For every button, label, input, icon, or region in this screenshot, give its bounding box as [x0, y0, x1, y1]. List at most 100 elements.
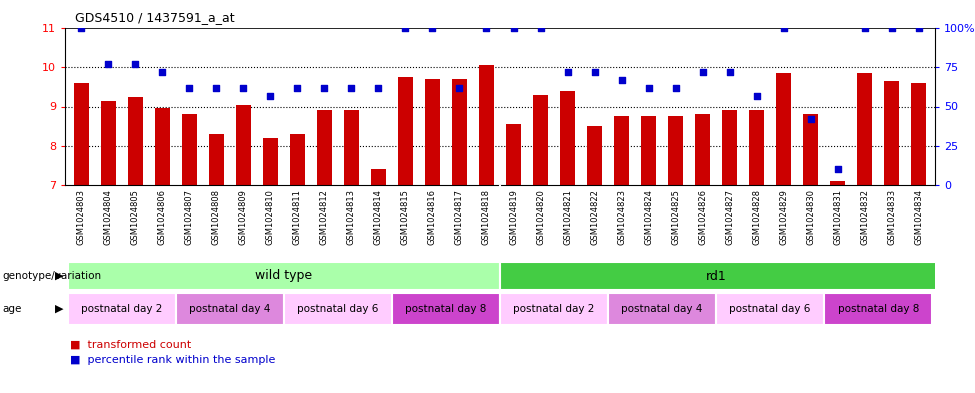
Bar	[533, 95, 548, 185]
Bar	[398, 77, 412, 185]
Bar	[749, 110, 764, 185]
Point	[398, 25, 413, 31]
Text: GSM1024807: GSM1024807	[185, 189, 194, 245]
Text: GSM1024809: GSM1024809	[239, 189, 248, 244]
Point	[830, 166, 845, 173]
Point	[560, 69, 575, 75]
Text: GSM1024815: GSM1024815	[401, 189, 410, 244]
Point	[776, 25, 792, 31]
Text: GSM1024831: GSM1024831	[834, 189, 842, 245]
Point	[749, 92, 764, 99]
Bar	[344, 110, 359, 185]
Bar	[155, 108, 170, 185]
Point	[343, 84, 359, 91]
Point	[370, 84, 386, 91]
Point	[209, 84, 224, 91]
Point	[668, 84, 683, 91]
Bar	[695, 114, 710, 185]
Bar	[67, 293, 176, 325]
Text: GSM1024825: GSM1024825	[671, 189, 681, 244]
Bar	[500, 262, 946, 290]
Bar	[425, 79, 440, 185]
Point	[506, 25, 522, 31]
Text: postnatal day 4: postnatal day 4	[189, 304, 270, 314]
Text: GSM1024814: GSM1024814	[374, 189, 383, 244]
Bar	[479, 65, 494, 185]
Point	[722, 69, 737, 75]
Point	[290, 84, 305, 91]
Bar	[500, 293, 608, 325]
Text: postnatal day 6: postnatal day 6	[729, 304, 811, 314]
Text: postnatal day 2: postnatal day 2	[514, 304, 595, 314]
Point	[425, 25, 441, 31]
Bar	[317, 110, 332, 185]
Bar	[284, 293, 392, 325]
Text: GSM1024827: GSM1024827	[725, 189, 734, 245]
Text: GSM1024820: GSM1024820	[536, 189, 545, 244]
Text: GDS4510 / 1437591_a_at: GDS4510 / 1437591_a_at	[75, 11, 234, 24]
Text: wild type: wild type	[255, 270, 312, 283]
Bar	[100, 101, 116, 185]
Bar	[560, 91, 575, 185]
Text: GSM1024813: GSM1024813	[347, 189, 356, 245]
Text: GSM1024817: GSM1024817	[455, 189, 464, 245]
Text: ▶: ▶	[55, 271, 63, 281]
Point	[911, 25, 926, 31]
Text: GSM1024821: GSM1024821	[563, 189, 572, 244]
Text: rd1: rd1	[706, 270, 726, 283]
Bar	[884, 81, 899, 185]
Bar	[608, 293, 717, 325]
Bar	[506, 124, 521, 185]
Bar	[290, 134, 305, 185]
Point	[154, 69, 170, 75]
Bar	[857, 73, 873, 185]
Bar	[370, 169, 386, 185]
Bar	[392, 293, 500, 325]
Text: postnatal day 2: postnatal day 2	[81, 304, 163, 314]
Point	[884, 25, 900, 31]
Bar	[182, 114, 197, 185]
Text: GSM1024834: GSM1024834	[915, 189, 923, 245]
Bar	[128, 97, 142, 185]
Bar	[831, 181, 845, 185]
Text: GSM1024816: GSM1024816	[428, 189, 437, 245]
Text: GSM1024819: GSM1024819	[509, 189, 518, 244]
Text: ▶: ▶	[55, 304, 63, 314]
Bar	[614, 116, 629, 185]
Bar	[912, 83, 926, 185]
Text: age: age	[2, 304, 21, 314]
Bar	[74, 83, 89, 185]
Text: GSM1024808: GSM1024808	[212, 189, 220, 245]
Text: GSM1024811: GSM1024811	[292, 189, 302, 244]
Point	[73, 25, 89, 31]
Bar	[642, 116, 656, 185]
Bar	[263, 138, 278, 185]
Point	[587, 69, 603, 75]
Point	[128, 61, 143, 67]
Text: GSM1024806: GSM1024806	[158, 189, 167, 245]
Text: GSM1024828: GSM1024828	[752, 189, 761, 245]
Point	[100, 61, 116, 67]
Point	[262, 92, 278, 99]
Point	[181, 84, 197, 91]
Text: GSM1024824: GSM1024824	[644, 189, 653, 244]
Point	[317, 84, 332, 91]
Bar	[67, 262, 500, 290]
Bar	[176, 293, 284, 325]
Bar	[803, 114, 818, 185]
Text: GSM1024823: GSM1024823	[617, 189, 626, 245]
Text: GSM1024804: GSM1024804	[103, 189, 113, 244]
Text: genotype/variation: genotype/variation	[2, 271, 101, 281]
Text: GSM1024829: GSM1024829	[779, 189, 788, 244]
Text: GSM1024810: GSM1024810	[266, 189, 275, 244]
Text: postnatal day 6: postnatal day 6	[297, 304, 378, 314]
Text: GSM1024832: GSM1024832	[860, 189, 870, 245]
Text: ■  percentile rank within the sample: ■ percentile rank within the sample	[70, 355, 275, 365]
Bar	[776, 73, 791, 185]
Text: GSM1024803: GSM1024803	[77, 189, 86, 245]
Point	[614, 77, 630, 83]
Point	[803, 116, 819, 122]
Text: GSM1024812: GSM1024812	[320, 189, 329, 244]
Point	[695, 69, 711, 75]
Text: ■  transformed count: ■ transformed count	[70, 340, 191, 350]
